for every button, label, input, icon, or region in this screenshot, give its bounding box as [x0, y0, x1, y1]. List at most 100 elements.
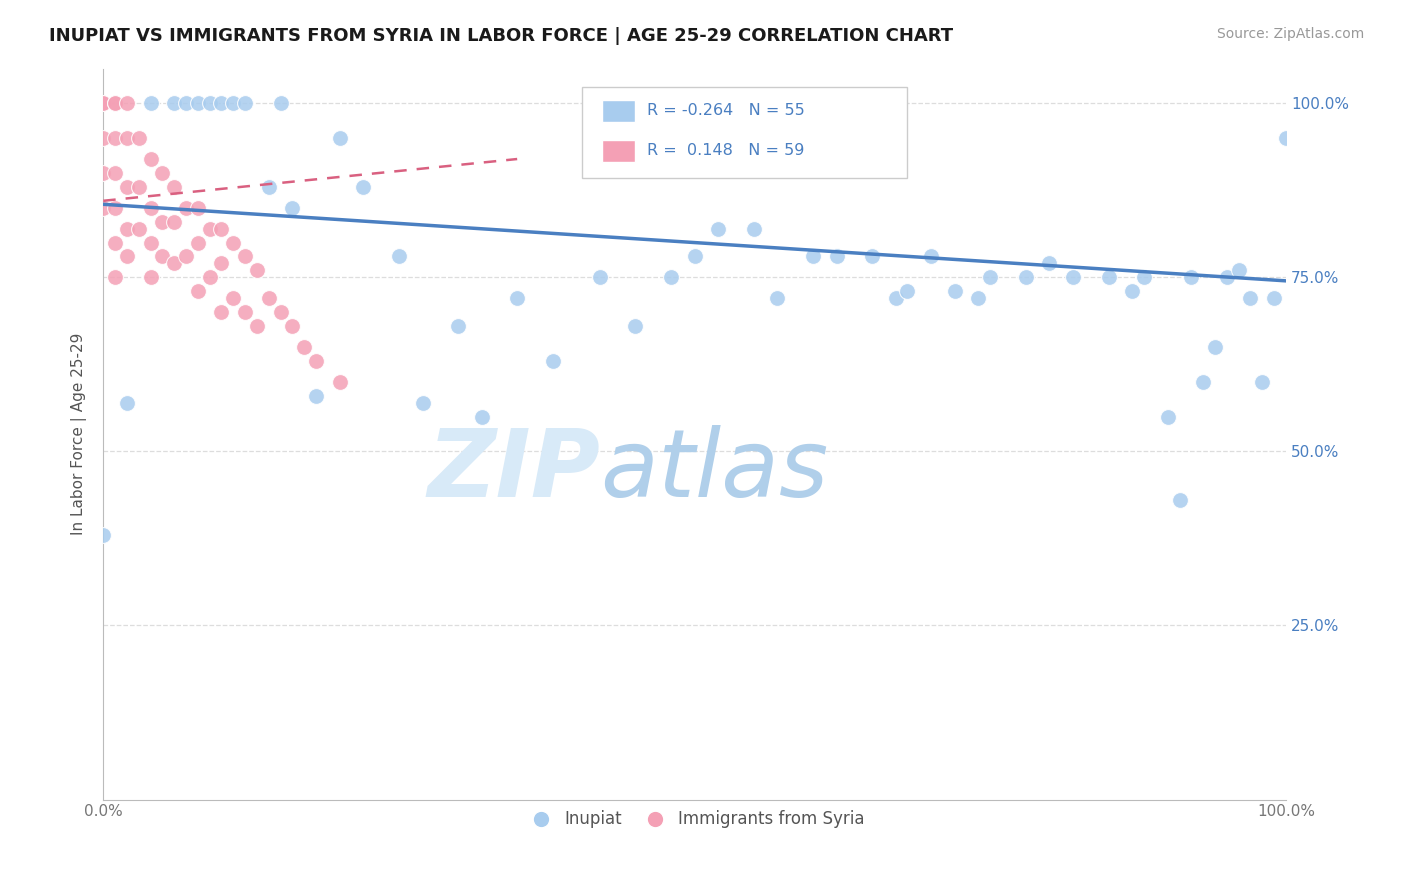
Point: [91, 96, 114, 111]
Point: [187, 235, 209, 250]
Point: [163, 256, 186, 270]
Point: [150, 166, 173, 180]
Point: [707, 221, 730, 235]
Point: [246, 319, 269, 334]
Point: [659, 270, 682, 285]
Point: [115, 250, 138, 264]
Point: [742, 221, 765, 235]
Point: [104, 166, 127, 180]
Point: [270, 96, 292, 111]
Point: [198, 96, 221, 111]
Point: [257, 179, 280, 194]
Point: [292, 340, 315, 354]
Point: [187, 201, 209, 215]
Point: [305, 354, 328, 368]
Point: [139, 96, 162, 111]
Point: [766, 291, 789, 305]
Point: [115, 221, 138, 235]
Point: [198, 221, 221, 235]
Point: [967, 291, 990, 305]
Point: [541, 354, 564, 368]
Point: [198, 270, 221, 285]
Point: [222, 96, 245, 111]
Point: [412, 395, 434, 409]
FancyBboxPatch shape: [582, 87, 907, 178]
Point: [174, 250, 197, 264]
Point: [1133, 270, 1156, 285]
Point: [128, 179, 150, 194]
Point: [329, 375, 352, 389]
Point: [257, 291, 280, 305]
Point: [91, 96, 114, 111]
Point: [91, 96, 114, 111]
Point: [825, 250, 848, 264]
Point: [91, 96, 114, 111]
Point: [104, 131, 127, 145]
Point: [305, 389, 328, 403]
Point: [1180, 270, 1202, 285]
Point: [1121, 285, 1143, 299]
Point: [246, 263, 269, 277]
Point: [128, 131, 150, 145]
Point: [447, 319, 470, 334]
Point: [91, 96, 114, 111]
Point: [352, 179, 374, 194]
Point: [150, 250, 173, 264]
Point: [91, 131, 114, 145]
Text: ZIP: ZIP: [427, 425, 600, 516]
Point: [1157, 409, 1180, 424]
Point: [943, 285, 966, 299]
Text: R =  0.148   N = 59: R = 0.148 N = 59: [647, 144, 804, 159]
Point: [139, 152, 162, 166]
Point: [281, 201, 304, 215]
Point: [801, 250, 824, 264]
Point: [1263, 291, 1285, 305]
Text: Source: ZipAtlas.com: Source: ZipAtlas.com: [1216, 27, 1364, 41]
Point: [104, 270, 127, 285]
Point: [211, 305, 233, 319]
Point: [683, 250, 706, 264]
Point: [91, 96, 114, 111]
Point: [884, 291, 907, 305]
Point: [1275, 131, 1298, 145]
Point: [589, 270, 612, 285]
Point: [163, 215, 186, 229]
Point: [211, 96, 233, 111]
Point: [1062, 270, 1084, 285]
Point: [139, 201, 162, 215]
Point: [1015, 270, 1038, 285]
Point: [222, 291, 245, 305]
Point: [233, 250, 256, 264]
Point: [1038, 256, 1060, 270]
Point: [920, 250, 942, 264]
Point: [233, 305, 256, 319]
Y-axis label: In Labor Force | Age 25-29: In Labor Force | Age 25-29: [72, 333, 87, 535]
Point: [91, 166, 114, 180]
Point: [115, 96, 138, 111]
Point: [1227, 263, 1250, 277]
Point: [1192, 375, 1215, 389]
Legend: Inupiat, Immigrants from Syria: Inupiat, Immigrants from Syria: [517, 804, 872, 835]
Point: [115, 395, 138, 409]
Point: [128, 221, 150, 235]
Point: [187, 285, 209, 299]
Point: [860, 250, 883, 264]
Point: [91, 96, 114, 111]
Point: [506, 291, 529, 305]
Point: [139, 235, 162, 250]
Point: [115, 179, 138, 194]
Point: [1251, 375, 1274, 389]
Point: [896, 285, 918, 299]
Point: [91, 96, 114, 111]
Point: [163, 96, 186, 111]
Point: [281, 319, 304, 334]
Point: [1204, 340, 1226, 354]
FancyBboxPatch shape: [602, 140, 636, 162]
Point: [163, 179, 186, 194]
Point: [104, 201, 127, 215]
Point: [91, 96, 114, 111]
Point: [139, 270, 162, 285]
Point: [104, 235, 127, 250]
Point: [211, 256, 233, 270]
Point: [1168, 493, 1191, 508]
